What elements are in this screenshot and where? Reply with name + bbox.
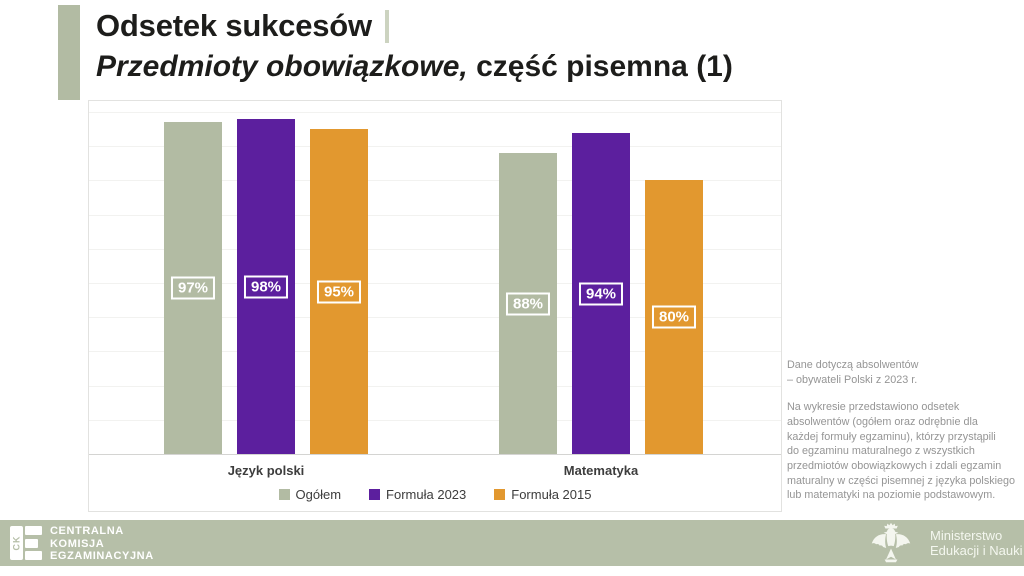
notes-paragraph-2: Na wykresie przedstawiono odsetek absolw… bbox=[787, 401, 1016, 502]
title-accent-bar bbox=[58, 5, 80, 100]
page-subtitle-italic: Przedmioty obowiązkowe, bbox=[96, 50, 468, 83]
legend-item-og-em: Ogółem bbox=[278, 487, 342, 502]
title-line: Odsetek sukcesów bbox=[96, 2, 733, 50]
notes: Dane dotyczą absolwentów – obywateli Pol… bbox=[787, 358, 1024, 516]
gridline-10 bbox=[89, 420, 781, 421]
legend-swatch-og-em bbox=[278, 489, 290, 500]
gridline-80 bbox=[89, 180, 781, 181]
bar-value-label-formu-a-2023-j-zyk-polski: 98% bbox=[243, 275, 289, 299]
chart-legend: Ogółem Formuła 2023 Formuła 2015 bbox=[89, 487, 781, 502]
gridline-70 bbox=[89, 215, 781, 216]
cke-logo-text: CK bbox=[11, 535, 22, 551]
bar-value-label-og-em-j-zyk-polski: 97% bbox=[170, 276, 216, 300]
x-axis-line bbox=[89, 454, 781, 455]
page-title: Odsetek sukcesów bbox=[96, 8, 372, 43]
notes-paragraph-1: Dane dotyczą absolwentów – obywateli Pol… bbox=[787, 359, 919, 386]
bar-formu-a-2023-j-zyk-polski bbox=[237, 119, 295, 454]
bar-formu-a-2023-matematyka bbox=[572, 133, 630, 454]
cke-logo: CK bbox=[10, 526, 43, 560]
footer: CK CENTRALNA KOMISJA EGZAMINACYJNA Minis… bbox=[0, 520, 1024, 566]
bar-value-label-og-em-matematyka: 88% bbox=[505, 292, 551, 316]
cke-logo-spine: CK bbox=[10, 526, 23, 560]
legend-label-formu-a-2015: Formuła 2015 bbox=[511, 487, 592, 502]
gridline-40 bbox=[89, 317, 781, 318]
poland-eagle-icon bbox=[871, 522, 911, 563]
gridline-90 bbox=[89, 146, 781, 147]
gridline-100 bbox=[89, 112, 781, 113]
gridline-60 bbox=[89, 249, 781, 250]
gridline-50 bbox=[89, 283, 781, 284]
bar-formu-a-2015-matematyka bbox=[645, 180, 703, 454]
ministry-name: Ministerstwo Edukacji i Nauki bbox=[930, 528, 1023, 558]
category-label-j-zyk-polski: Język polski bbox=[227, 463, 305, 478]
gridline-30 bbox=[89, 351, 781, 352]
title-block: Odsetek sukcesów Przedmioty obowiązkowe,… bbox=[96, 2, 733, 94]
legend-label-formu-a-2023: Formuła 2023 bbox=[386, 487, 467, 502]
legend-label-og-em: Ogółem bbox=[295, 487, 342, 502]
bar-chart: Ogółem Formuła 2023 Formuła 2015 97% 98% 95%… bbox=[88, 100, 782, 512]
legend-swatch-formu-a-2023 bbox=[369, 489, 381, 500]
category-label-matematyka: Matematyka bbox=[563, 463, 639, 478]
bar-value-label-formu-a-2023-matematyka: 94% bbox=[578, 282, 624, 306]
bar-og-em-matematyka bbox=[499, 153, 557, 454]
subtitle-line: Przedmioty obowiązkowe, część pisemna (1… bbox=[96, 50, 733, 94]
title-separator bbox=[384, 9, 389, 43]
bar-value-label-formu-a-2015-matematyka: 80% bbox=[651, 305, 697, 329]
legend-item-formu-a-2015: Formuła 2015 bbox=[494, 487, 591, 502]
legend-item-formu-a-2023: Formuła 2023 bbox=[369, 487, 466, 502]
bar-og-em-j-zyk-polski bbox=[164, 122, 222, 454]
gridline-20 bbox=[89, 386, 781, 387]
cke-logo-e-icon bbox=[25, 526, 42, 560]
cke-name: CENTRALNA KOMISJA EGZAMINACYJNA bbox=[50, 525, 154, 562]
legend-swatch-formu-a-2015 bbox=[494, 489, 506, 500]
page-subtitle-regular: część pisemna (1) bbox=[467, 50, 733, 83]
bar-formu-a-2015-j-zyk-polski bbox=[310, 129, 368, 454]
bar-value-label-formu-a-2015-j-zyk-polski: 95% bbox=[316, 280, 362, 304]
